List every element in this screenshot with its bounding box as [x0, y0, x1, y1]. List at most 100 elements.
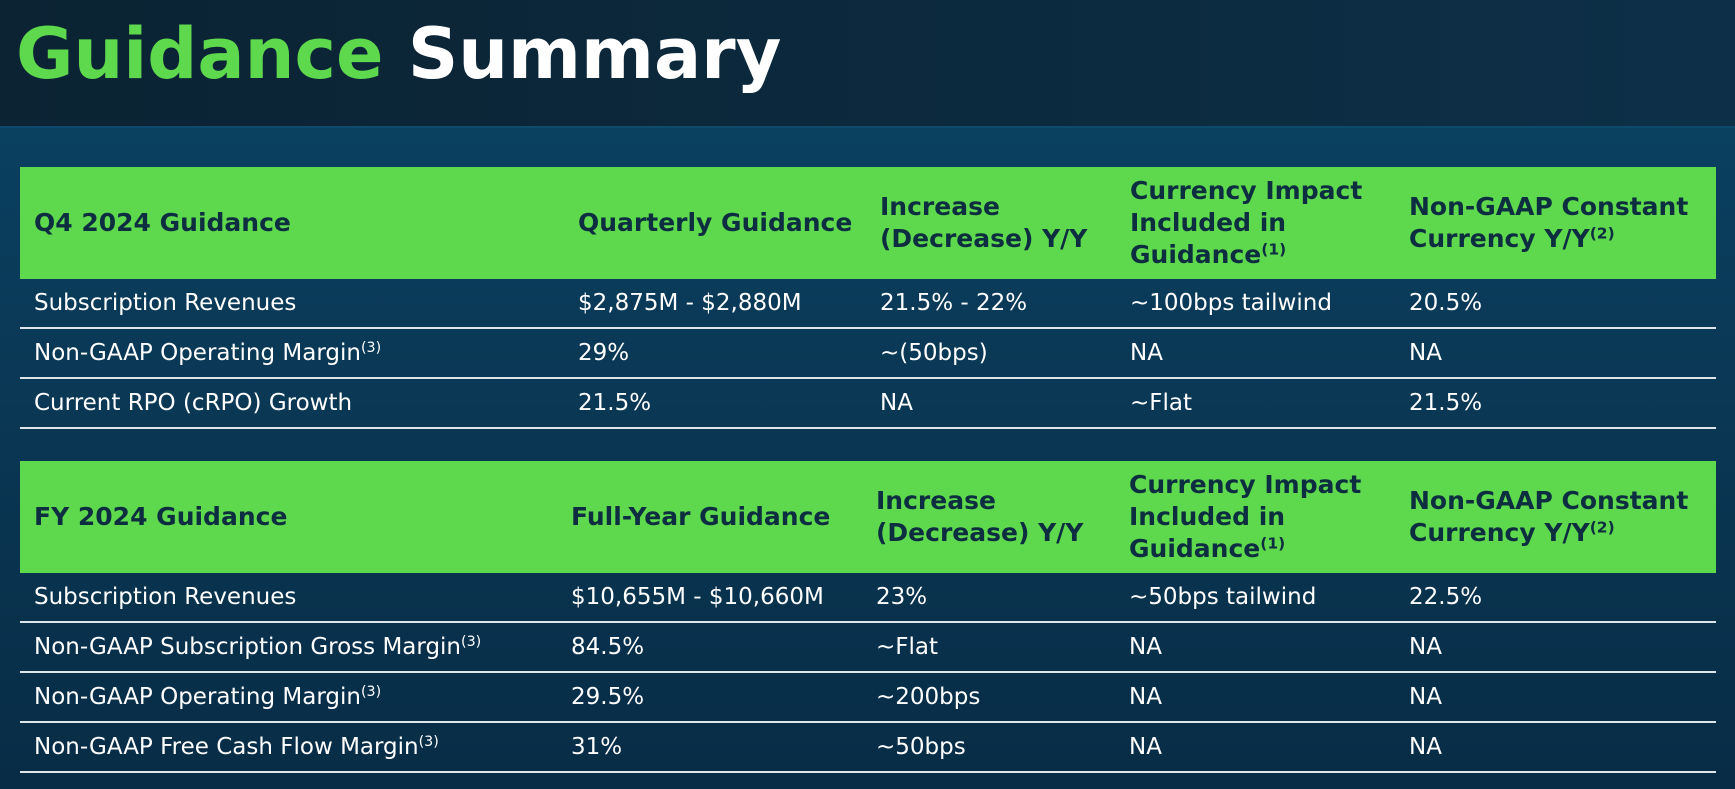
column-header-text: Increase (Decrease) Y/Y	[880, 192, 1088, 253]
table-cell: $10,655M - $10,660M	[557, 573, 862, 623]
table-cell: NA	[1395, 722, 1716, 773]
table-cell: NA	[1116, 328, 1395, 379]
column-header: Full-Year Guidance	[557, 461, 862, 573]
row-label-text: Subscription Revenues	[34, 290, 297, 316]
table-cell: 21.5%	[1395, 378, 1716, 429]
column-header-text: Quarterly Guidance	[578, 208, 853, 237]
title-main: Summary	[407, 13, 782, 95]
table-cell: NA	[1395, 622, 1716, 673]
row-label-text: Non-GAAP Operating Margin	[34, 684, 361, 710]
table-cell: NA	[1115, 722, 1395, 773]
column-header-text: Non-GAAP Constant Currency Y/Y	[1409, 192, 1689, 253]
table-row: Non-GAAP Operating Margin(3) 29% ~(50bps) N…	[20, 328, 1716, 379]
column-header: Currency Impact Included in Guidance(1)	[1116, 167, 1395, 279]
table-cell: NA	[1115, 622, 1395, 673]
table-header-row: FY 2024 Guidance Full-Year Guidance Increa…	[20, 461, 1716, 573]
table-row: Subscription Revenues $10,655M - $10,660M…	[20, 573, 1716, 623]
row-label: Current RPO (cRPO) Growth	[20, 378, 564, 429]
column-header-text: Currency Impact Included in Guidance	[1129, 470, 1362, 563]
table-cell: ~50bps	[862, 722, 1115, 773]
table-cell: 21.5% - 22%	[866, 279, 1116, 329]
row-label-text: Current RPO (cRPO) Growth	[34, 390, 353, 416]
table-cell: 23%	[862, 573, 1115, 623]
column-header-text: FY 2024 Guidance	[34, 502, 288, 531]
title-bar: Guidance Summary	[0, 0, 1735, 128]
table-cell-text: 21.5%	[578, 390, 652, 416]
table-cell: NA	[1395, 672, 1716, 723]
table-row: Non-GAAP Subscription Gross Margin(3) 84.…	[20, 622, 1716, 673]
column-header-footnote: (2)	[1589, 224, 1615, 243]
column-header: Non-GAAP Constant Currency Y/Y(2)	[1395, 461, 1716, 573]
table-cell: ~200bps	[862, 672, 1115, 723]
row-label: Non-GAAP Operating Margin(3)	[20, 328, 564, 379]
column-header-text: Currency Impact Included in Guidance	[1130, 176, 1363, 269]
table-cell-text: NA	[1129, 684, 1162, 710]
table-cell: 21.5%	[564, 378, 866, 429]
table-cell-text: 21.5%	[1409, 390, 1483, 416]
table-cell: 31%	[557, 722, 862, 773]
table-cell-text: NA	[1409, 634, 1442, 660]
title-accent: Guidance	[16, 13, 384, 95]
row-label: Non-GAAP Subscription Gross Margin(3)	[20, 622, 557, 673]
page-title: Guidance Summary	[16, 6, 781, 102]
table-cell-text: ~100bps tailwind	[1130, 290, 1332, 316]
table-cell-text: NA	[1129, 634, 1162, 660]
column-header: Currency Impact Included in Guidance(1)	[1115, 461, 1395, 573]
table-cell: NA	[1115, 672, 1395, 723]
table-cell-text: NA	[1409, 340, 1442, 366]
q4-guidance-table: Q4 2024 Guidance Quarterly Guidance Increa…	[20, 167, 1716, 429]
table-row: Subscription Revenues $2,875M - $2,880M 21…	[20, 279, 1716, 329]
table-cell-text: 21.5% - 22%	[880, 290, 1028, 316]
table-cell: NA	[1395, 328, 1716, 379]
table-cell: 84.5%	[557, 622, 862, 673]
column-header-footnote: (2)	[1589, 518, 1615, 537]
column-header: Increase (Decrease) Y/Y	[862, 461, 1115, 573]
row-label-text: Non-GAAP Free Cash Flow Margin	[34, 734, 419, 760]
table-cell-text: ~Flat	[1130, 390, 1193, 416]
table-cell-text: ~200bps	[876, 684, 981, 710]
row-label: Non-GAAP Operating Margin(3)	[20, 672, 557, 723]
row-label-footnote: (3)	[360, 340, 382, 357]
table-cell: NA	[866, 378, 1116, 429]
table-cell: ~50bps tailwind	[1115, 573, 1395, 623]
table-cell: ~(50bps)	[866, 328, 1116, 379]
table-cell: 22.5%	[1395, 573, 1716, 623]
table-cell: 29%	[564, 328, 866, 379]
row-label: Subscription Revenues	[20, 279, 564, 329]
table-cell-text: 31%	[571, 734, 623, 760]
table-row: Current RPO (cRPO) Growth 21.5% NA ~Flat 21.…	[20, 378, 1716, 429]
table-cell-text: $10,655M - $10,660M	[571, 584, 824, 610]
table-cell-text: 23%	[876, 584, 928, 610]
table-header-row: Q4 2024 Guidance Quarterly Guidance Increa…	[20, 167, 1716, 279]
table-cell: ~Flat	[862, 622, 1115, 673]
table-body: Subscription Revenues $10,655M - $10,660M…	[20, 573, 1716, 773]
table-cell-text: ~50bps tailwind	[1129, 584, 1317, 610]
table-cell-text: 29%	[578, 340, 630, 366]
column-header-text: Non-GAAP Constant Currency Y/Y	[1409, 486, 1689, 547]
table-cell-text: 20.5%	[1409, 290, 1483, 316]
row-label-footnote: (3)	[418, 734, 439, 751]
column-header: Increase (Decrease) Y/Y	[866, 167, 1116, 279]
table-cell: 20.5%	[1395, 279, 1716, 329]
column-header-footnote: (1)	[1260, 534, 1286, 553]
table-cell-text: NA	[880, 390, 913, 416]
column-header-footnote: (1)	[1261, 240, 1287, 259]
table-cell-text: 22.5%	[1409, 584, 1483, 610]
table-cell-text: ~Flat	[876, 634, 939, 660]
table-cell-text: NA	[1409, 734, 1442, 760]
table-body: Subscription Revenues $2,875M - $2,880M 21…	[20, 279, 1716, 429]
row-label-footnote: (3)	[360, 684, 382, 701]
column-header: Quarterly Guidance	[564, 167, 866, 279]
row-label: Non-GAAP Free Cash Flow Margin(3)	[20, 722, 557, 773]
column-header: Q4 2024 Guidance	[20, 167, 564, 279]
column-header: Non-GAAP Constant Currency Y/Y(2)	[1395, 167, 1716, 279]
table-cell-text: ~50bps	[876, 734, 966, 760]
row-label-footnote: (3)	[461, 634, 482, 651]
row-label-text: Non-GAAP Subscription Gross Margin	[34, 634, 462, 660]
table-cell-text: NA	[1130, 340, 1163, 366]
table-cell: ~100bps tailwind	[1116, 279, 1395, 329]
row-label-text: Non-GAAP Operating Margin	[34, 340, 361, 366]
table-cell-text: 29.5%	[571, 684, 645, 710]
table-row: Non-GAAP Operating Margin(3) 29.5% ~200bps…	[20, 672, 1716, 723]
table-cell-text: 84.5%	[571, 634, 645, 660]
